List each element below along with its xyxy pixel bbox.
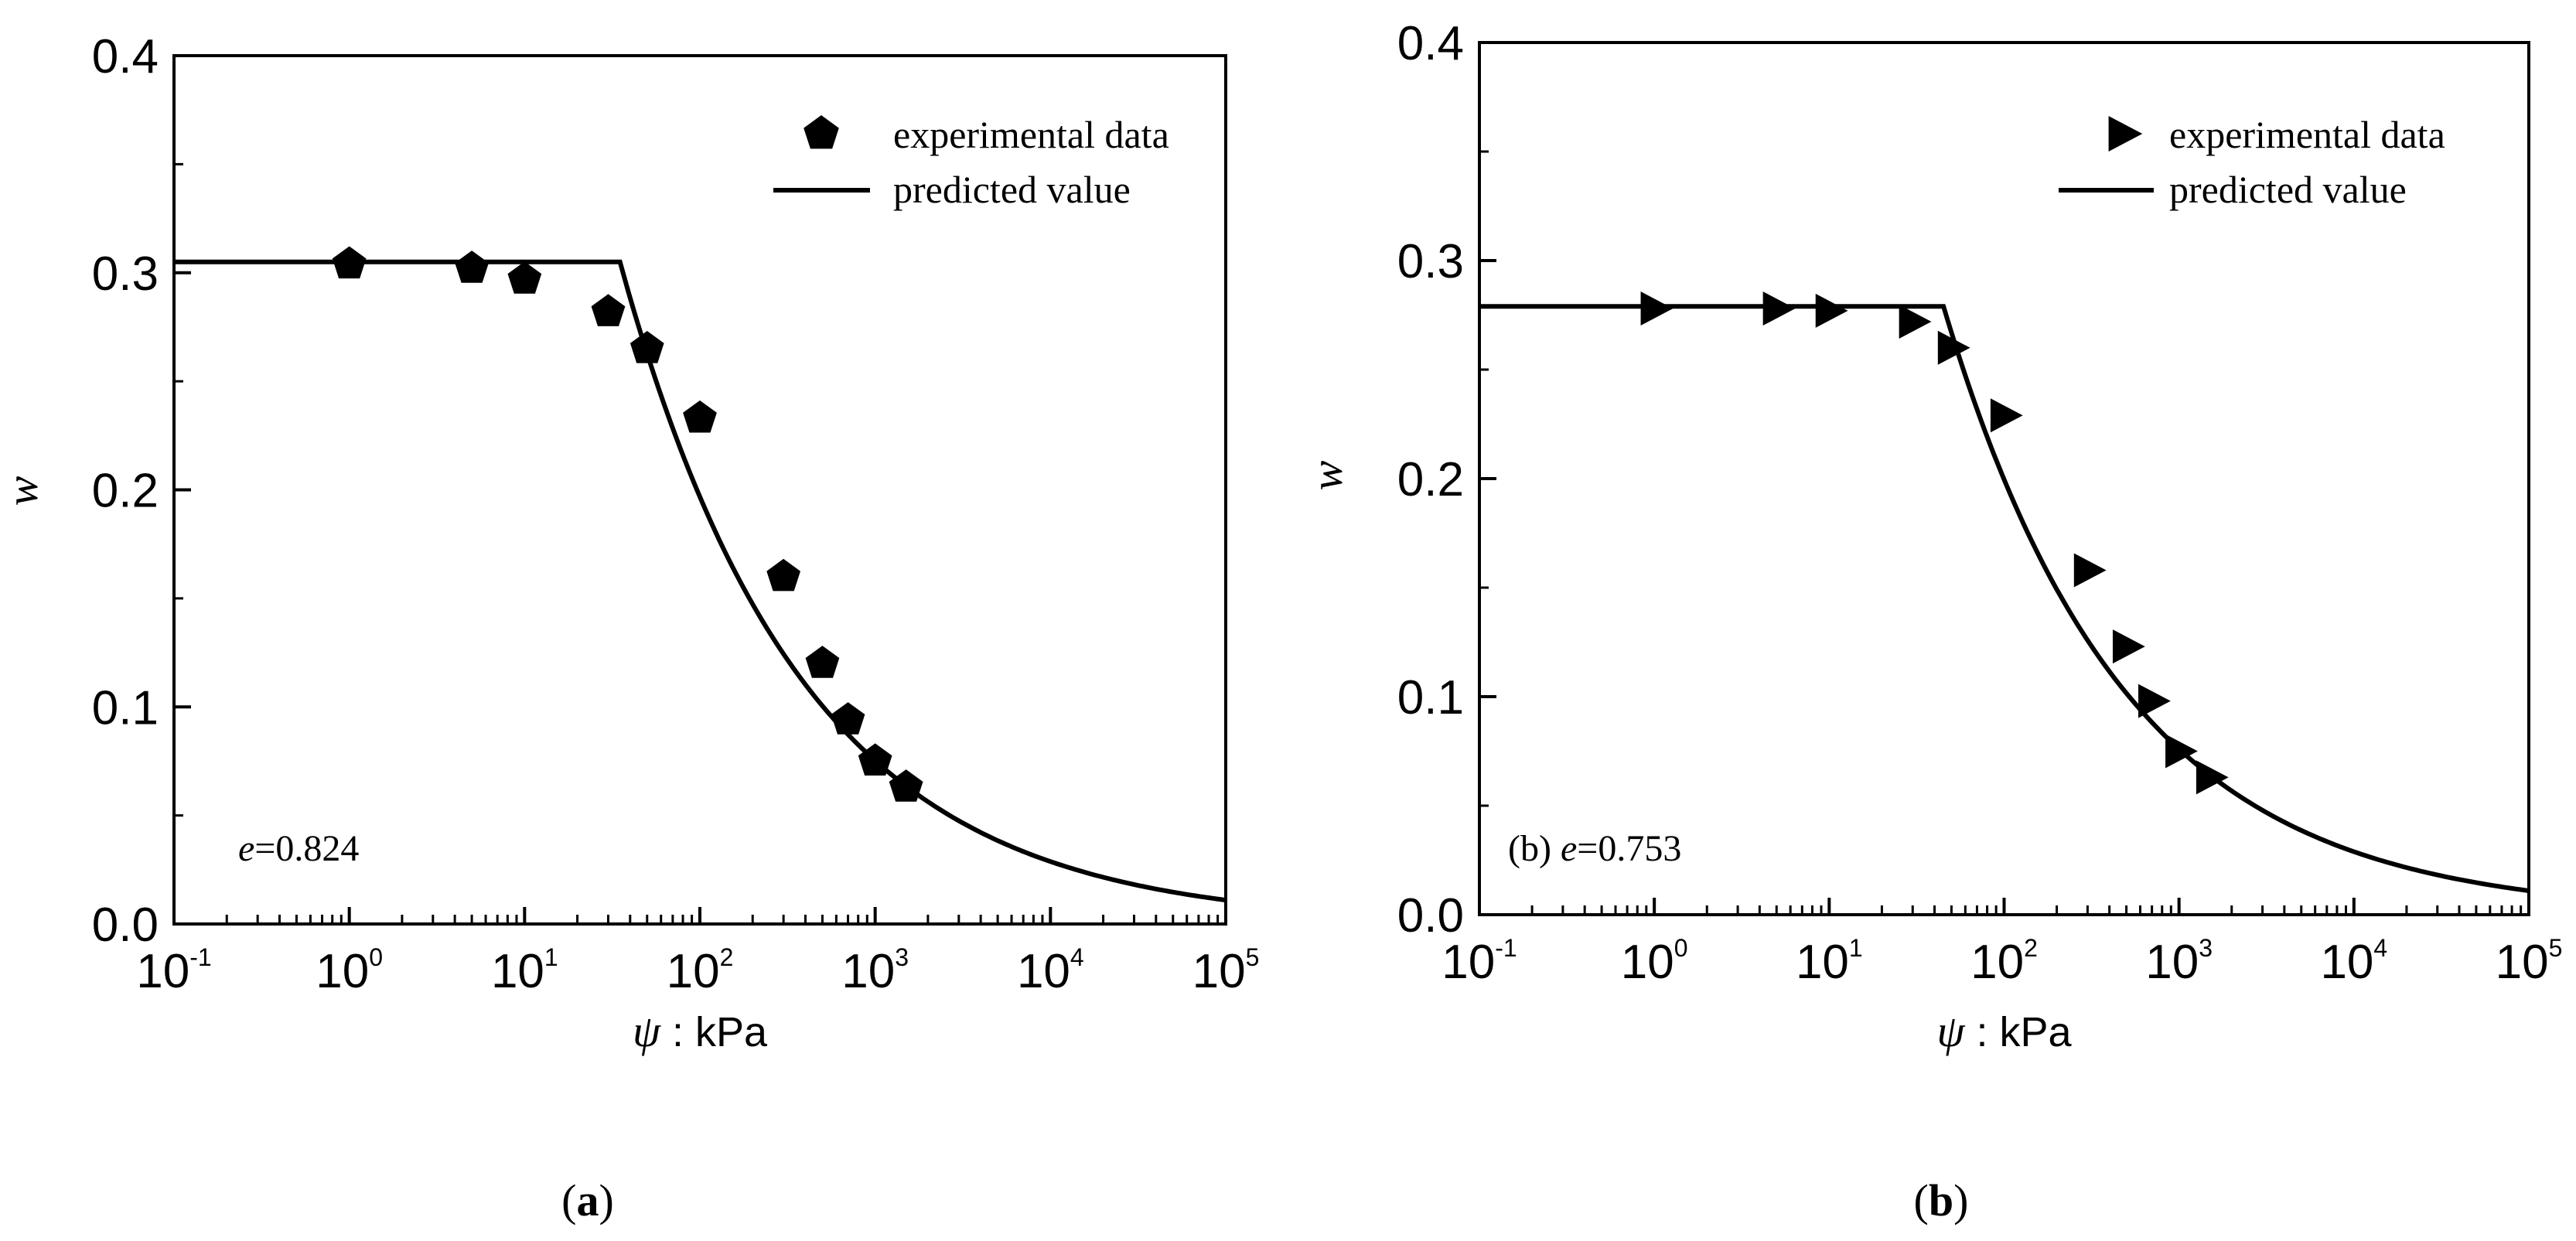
b-data-point bbox=[2196, 760, 2229, 795]
panel-b-legend: experimental data predicted value bbox=[2059, 113, 2445, 211]
a-x-tick-label: 104 bbox=[1017, 943, 1084, 998]
panel-a-annotation-var: e bbox=[238, 828, 254, 869]
panel-b-annotation: (b) e=0.753 bbox=[1508, 828, 1681, 869]
b-x-tick-label: 10-1 bbox=[1442, 934, 1517, 989]
b-data-point bbox=[2138, 684, 2171, 718]
panel-a-predicted-curve bbox=[174, 259, 1227, 903]
b-x-tick-label: 101 bbox=[1796, 934, 1863, 989]
a-data-point bbox=[507, 261, 542, 294]
b-x-tick-label: 103 bbox=[2145, 934, 2213, 989]
a-y-tick-label: 0.0 bbox=[92, 898, 159, 952]
panel-b-legend-label-experimental: experimental data bbox=[2169, 113, 2445, 156]
a-x-tick-label: 105 bbox=[1192, 943, 1260, 998]
a-x-tick-label: 101 bbox=[491, 943, 558, 998]
a-y-tick-label: 0.3 bbox=[92, 247, 159, 301]
panel-b-y-tick-labels: 0.0 0.1 0.2 0.3 0.4 bbox=[1397, 17, 1464, 943]
panel-a-x-tick-labels: 10-1 100 101 102 103 104 105 bbox=[136, 943, 1259, 998]
b-data-point bbox=[2073, 553, 2107, 588]
b-data-point bbox=[1762, 291, 1796, 326]
panel-a-experimental-points bbox=[332, 246, 923, 802]
panel-a-annotation: e=0.824 bbox=[238, 828, 359, 869]
a-data-point bbox=[591, 294, 626, 326]
panel-a-annotation-value: =0.824 bbox=[254, 828, 359, 869]
panel-b-caption: (b) bbox=[1914, 1175, 1969, 1226]
panel-a-x-axis-label: ψ : kPa bbox=[633, 1006, 768, 1056]
panel-b: 10-1 100 101 102 103 104 105 0.0 0.1 0.2 0.3 0.4 w… bbox=[1302, 17, 2562, 1226]
b-x-tick-label: 104 bbox=[2320, 934, 2387, 989]
a-data-point bbox=[831, 702, 865, 735]
a-y-tick-label: 0.2 bbox=[92, 465, 159, 518]
panel-b-x-axis-symbol: ψ bbox=[1936, 1006, 1965, 1056]
panel-a-caption: (a) bbox=[561, 1175, 614, 1226]
panel-b-annotation-var: e bbox=[1561, 828, 1577, 869]
b-x-tick-label: 105 bbox=[2496, 934, 2563, 989]
b-y-tick-label: 0.1 bbox=[1397, 671, 1464, 724]
b-data-point bbox=[1937, 330, 1970, 365]
a-x-tick-label: 102 bbox=[667, 943, 734, 998]
a-data-point bbox=[455, 251, 489, 283]
b-data-point bbox=[1815, 293, 1848, 328]
a-data-point bbox=[889, 769, 923, 802]
b-y-tick-label: 0.0 bbox=[1397, 889, 1464, 943]
b-x-tick-label: 100 bbox=[1621, 934, 1688, 989]
panel-b-x-axis-unit: : kPa bbox=[1964, 1009, 2072, 1055]
panel-b-plot-frame bbox=[1478, 41, 2530, 916]
panel-a-x-axis-unit: : kPa bbox=[660, 1009, 768, 1055]
b-y-tick-label: 0.2 bbox=[1397, 453, 1464, 506]
a-x-tick-label: 103 bbox=[841, 943, 909, 998]
a-data-point bbox=[766, 558, 800, 592]
panel-b-x-tick-labels: 10-1 100 101 102 103 104 105 bbox=[1442, 934, 2562, 989]
a-y-tick-label: 0.1 bbox=[92, 681, 159, 735]
a-data-point bbox=[858, 743, 892, 776]
a-data-point bbox=[805, 646, 840, 678]
b-data-point bbox=[1640, 291, 1674, 326]
panel-a-legend: experimental data predicted value bbox=[773, 113, 1169, 211]
b-y-tick-label: 0.3 bbox=[1397, 235, 1464, 288]
b-data-point bbox=[1899, 304, 1932, 339]
panel-b-x-axis-label: ψ : kPa bbox=[1936, 1006, 2072, 1056]
panel-a-x-axis-symbol: ψ bbox=[633, 1006, 661, 1056]
a-data-point bbox=[332, 246, 367, 279]
a-x-tick-label: 10-1 bbox=[136, 943, 211, 998]
panel-b-annotation-prefix: (b) bbox=[1508, 828, 1561, 869]
panel-a: 10-1 100 101 102 103 104 105 0.0 0.1 0.2 0.3 0.4 w… bbox=[0, 30, 1259, 1226]
b-data-point bbox=[2112, 629, 2145, 664]
a-data-point bbox=[629, 331, 664, 363]
a-y-tick-label: 0.4 bbox=[92, 30, 159, 84]
panel-a-legend-label-experimental: experimental data bbox=[893, 113, 1169, 156]
panel-a-y-tick-labels: 0.0 0.1 0.2 0.3 0.4 bbox=[92, 30, 159, 952]
a-x-tick-label: 100 bbox=[316, 943, 383, 998]
panel-b-predicted-curve bbox=[1479, 304, 2530, 893]
panel-a-legend-label-predicted: predicted value bbox=[893, 168, 1131, 211]
panel-a-legend-marker-pentagon bbox=[804, 115, 839, 149]
panel-a-plot-frame bbox=[172, 54, 1227, 926]
b-x-tick-label: 102 bbox=[1970, 934, 2038, 989]
a-data-point bbox=[683, 400, 717, 433]
b-y-tick-label: 0.4 bbox=[1397, 17, 1464, 70]
b-data-point bbox=[2165, 734, 2198, 769]
panel-b-legend-marker-triangle bbox=[2108, 116, 2143, 152]
panel-a-y-axis-label: w bbox=[0, 476, 47, 506]
panel-b-annotation-value: =0.753 bbox=[1577, 828, 1681, 869]
b-data-point bbox=[1990, 398, 2023, 433]
panel-b-y-axis-label: w bbox=[1302, 460, 1352, 490]
panel-b-experimental-points bbox=[1640, 291, 2229, 795]
panel-b-legend-label-predicted: predicted value bbox=[2169, 168, 2407, 211]
